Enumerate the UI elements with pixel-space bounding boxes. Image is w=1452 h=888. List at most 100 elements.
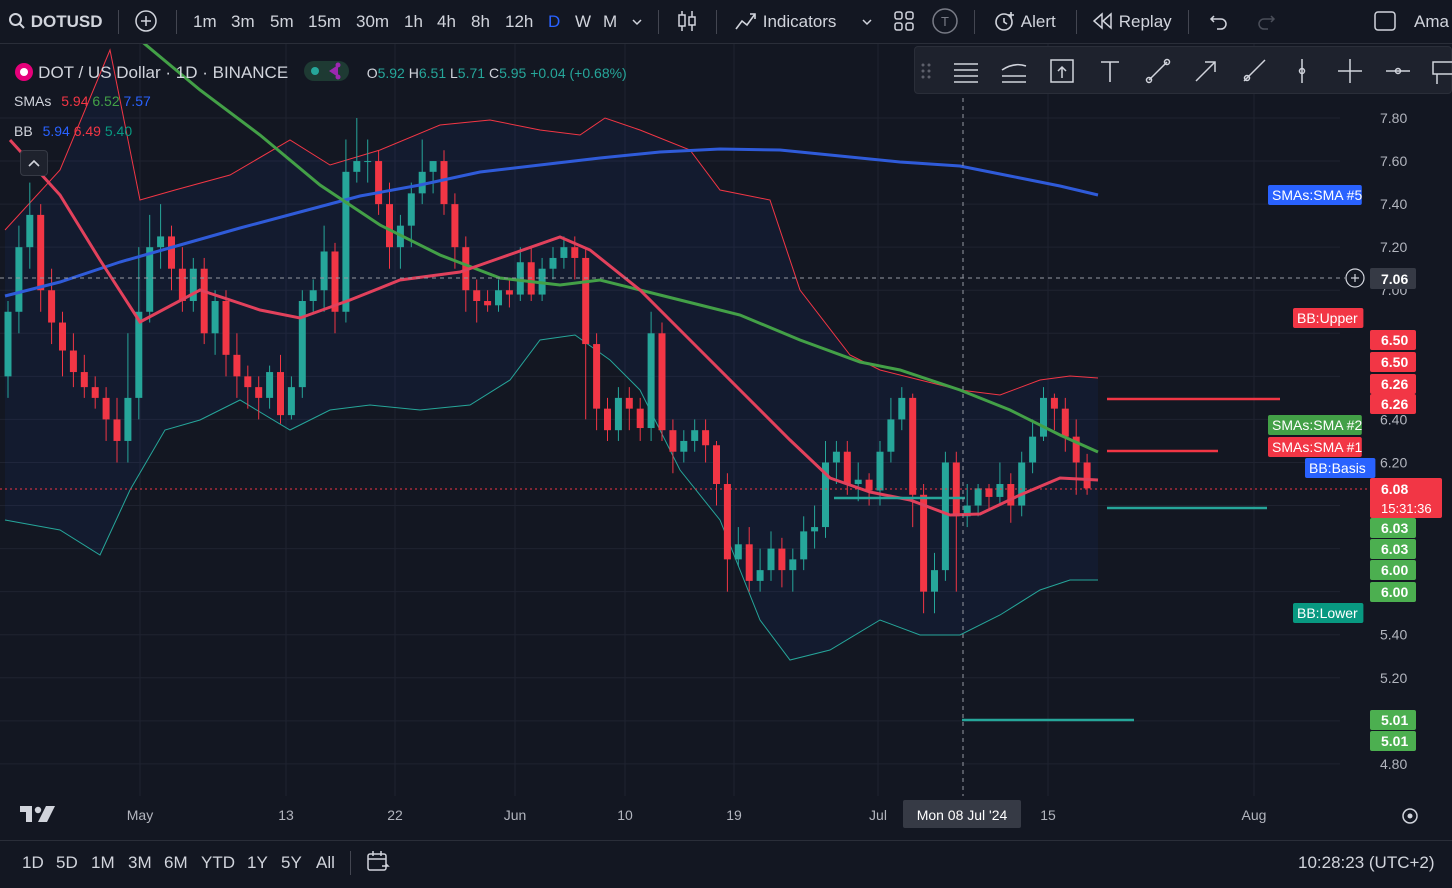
range-all[interactable]: All (316, 853, 335, 872)
time-tick-label: Aug (1242, 807, 1267, 823)
price-tag-label: 5.01 (1381, 712, 1408, 728)
candle-body (549, 257, 557, 269)
candle-body (614, 397, 622, 431)
range-1y[interactable]: 1Y (247, 853, 268, 872)
ray-tool-icon[interactable] (1239, 56, 1269, 86)
candle-body (200, 268, 208, 334)
alert-button[interactable]: Alert (993, 0, 1056, 44)
interval-8h[interactable]: 8h (471, 12, 490, 31)
last-price-badge (1370, 478, 1442, 518)
collapse-legend-button[interactable] (20, 150, 48, 176)
clock-timezone[interactable]: 10:28:23 (UTC+2) (1298, 853, 1435, 872)
range-ytd[interactable]: YTD (201, 853, 235, 872)
symbol-label: DOTUSD (30, 12, 103, 31)
price-tag-badge (1370, 582, 1416, 602)
time-tick-label: 22 (387, 807, 403, 823)
parallel-channel-icon[interactable] (951, 56, 981, 86)
interval-15m[interactable]: 15m (308, 12, 342, 31)
cross-line-icon[interactable] (1335, 56, 1365, 86)
candle-body (386, 204, 393, 248)
interval-1h[interactable]: 1h (404, 12, 423, 31)
date-range-button[interactable] (365, 841, 391, 888)
price-tick-label: 6.40 (1380, 411, 1407, 427)
interval-1m[interactable]: 1m (193, 12, 217, 31)
text-tool-icon[interactable] (1095, 56, 1125, 86)
fullscreen-button[interactable] (1373, 0, 1397, 44)
candle-body (1061, 408, 1069, 437)
interval-m[interactable]: M (603, 12, 618, 31)
settings-gear-icon[interactable] (1402, 808, 1418, 824)
square-icon (1374, 11, 1396, 31)
price-axis[interactable]: 7.807.607.407.207.006.406.205.405.204.80… (1268, 110, 1442, 772)
undo-button[interactable] (1208, 0, 1230, 44)
vertical-line-icon[interactable] (1287, 56, 1317, 86)
intervals-dropdown[interactable] (630, 0, 644, 44)
sma-legend[interactable]: SMAs 5.94 6.52 7.57 (14, 93, 151, 109)
divider (716, 10, 717, 34)
sma-value-1: 5.94 (61, 93, 89, 109)
range-5d[interactable]: 5D (56, 853, 78, 872)
arrow-tool-icon[interactable] (1191, 56, 1221, 86)
price-tag-label: 6.03 (1381, 520, 1408, 536)
symbol-search[interactable]: DOTUSD (8, 0, 103, 44)
price-tag-badge (1370, 394, 1416, 414)
candle-body (963, 505, 971, 517)
range-1m[interactable]: 1M (91, 853, 115, 872)
horizontal-line-icon[interactable] (1383, 56, 1413, 86)
flag-tool-icon[interactable] (1427, 56, 1452, 86)
candle-body (1007, 484, 1015, 506)
drag-handle-icon[interactable] (919, 56, 933, 86)
price-tick-label: 7.60 (1380, 153, 1407, 169)
price-tag-label: 6.00 (1381, 584, 1408, 600)
interval-3m[interactable]: 3m (231, 12, 255, 31)
candle-body (560, 247, 568, 258)
price-tick-label: 7.40 (1380, 196, 1407, 212)
redo-button[interactable] (1255, 0, 1277, 44)
time-axis[interactable]: May 13 22 Jun 10 19 Jul 15 Aug Mon 08 Jul '24 (127, 800, 1418, 828)
sma1-line (8, 138, 1099, 517)
trend-line-icon[interactable] (1143, 56, 1173, 86)
replay-button[interactable]: Replay (1092, 0, 1172, 44)
bb-legend[interactable]: BB 5.94 6.49 5.40 (14, 123, 132, 139)
candle-body (429, 161, 437, 172)
regression-trend-icon[interactable] (999, 56, 1029, 86)
series-label-text: SMAs:SMA #1 (1272, 439, 1362, 455)
compare-button[interactable] (134, 0, 158, 44)
chart-type-button[interactable] (676, 0, 698, 44)
range-1d[interactable]: 1D (22, 853, 44, 872)
symbol-legend[interactable]: DOT / US Dollar · 1D · BINANCE O5.92 H6.… (14, 61, 627, 83)
price-chart[interactable]: 7.807.607.407.207.006.406.205.405.204.80… (0, 44, 1452, 840)
rectangle-tool-icon[interactable] (1047, 56, 1077, 86)
templates-button[interactable]: T (931, 0, 959, 44)
calendar-icon (367, 851, 390, 871)
candle-body (887, 419, 895, 452)
ohlc-close-label: C (488, 65, 500, 81)
interval-12h[interactable]: 12h (505, 12, 534, 31)
candle-body (233, 354, 241, 377)
range-6m[interactable]: 6M (164, 853, 188, 872)
tradingview-logo (20, 806, 55, 822)
overflow-label[interactable]: Ama (1414, 12, 1449, 31)
bb-value-1: 5.94 (42, 123, 70, 139)
candle-body (604, 408, 611, 431)
market-status-badge[interactable] (304, 61, 349, 81)
interval-w[interactable]: W (575, 12, 592, 31)
range-3m[interactable]: 3M (128, 853, 152, 872)
interval-4h[interactable]: 4h (437, 12, 456, 31)
layout-button[interactable] (893, 0, 915, 44)
price-tag-badge (1370, 560, 1416, 580)
interval-5m[interactable]: 5m (270, 12, 294, 31)
time-tick-label: 10 (617, 807, 633, 823)
indicators-button[interactable]: Indicators (734, 0, 836, 44)
crosshair-date-badge (903, 800, 1021, 828)
candle-body (876, 451, 884, 491)
candle-body (1029, 436, 1037, 463)
candle-body (157, 236, 165, 248)
interval-30m[interactable]: 30m (356, 12, 390, 31)
candle-body (320, 251, 328, 291)
range-5y[interactable]: 5Y (281, 853, 302, 872)
candle-body (571, 247, 579, 258)
price-tag-badge (1370, 330, 1416, 350)
interval-d[interactable]: D (548, 12, 561, 31)
indicators-dropdown[interactable] (860, 0, 874, 44)
